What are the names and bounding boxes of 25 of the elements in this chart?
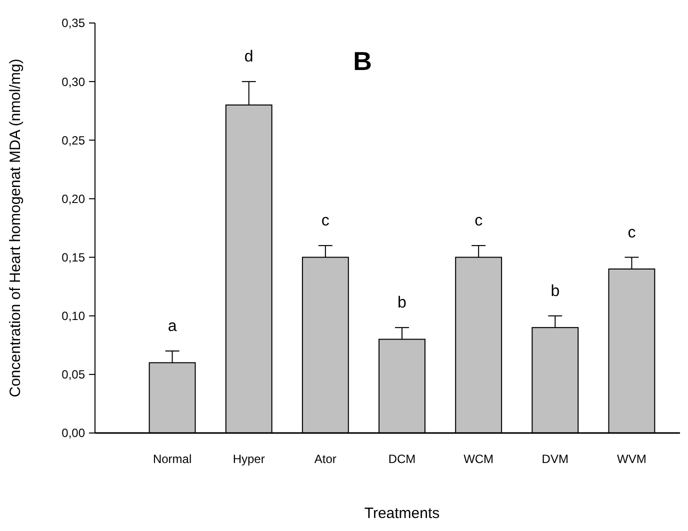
y-tick-label: 0,35 bbox=[62, 16, 86, 30]
y-tick-label: 0,15 bbox=[62, 250, 86, 264]
x-tick-label: WCM bbox=[464, 452, 494, 466]
annotation: b bbox=[550, 282, 560, 300]
y-tick-label: 0,05 bbox=[62, 368, 86, 382]
y-tick-label: 0,10 bbox=[62, 309, 86, 324]
annotation: d bbox=[244, 48, 254, 66]
y-tick-label: 0,20 bbox=[62, 192, 86, 206]
x-tick-label: DVM bbox=[542, 452, 568, 466]
x-axis-title: Treatments bbox=[364, 505, 440, 522]
annotation: b bbox=[398, 294, 407, 312]
x-tick-label: Normal bbox=[152, 452, 192, 466]
text: B bbox=[353, 46, 372, 76]
x-tick-label: Ator bbox=[314, 452, 336, 466]
y-tick-label: 0,00 bbox=[62, 426, 86, 440]
x-tick-label: WVM bbox=[617, 452, 646, 466]
annotation: c bbox=[321, 212, 330, 230]
annotation: c bbox=[474, 212, 483, 230]
y-tick-label: 0,30 bbox=[62, 74, 86, 89]
y-tick-label: 0,25 bbox=[62, 133, 86, 148]
y-axis-title: Concentration of Heart homogenat MDA (nmol/mg) bbox=[7, 58, 24, 398]
x-tick-label: Hyper bbox=[232, 452, 265, 466]
annotation: a bbox=[168, 318, 177, 335]
x-tick-label: DCM bbox=[388, 452, 416, 466]
annotation: c bbox=[628, 224, 636, 242]
